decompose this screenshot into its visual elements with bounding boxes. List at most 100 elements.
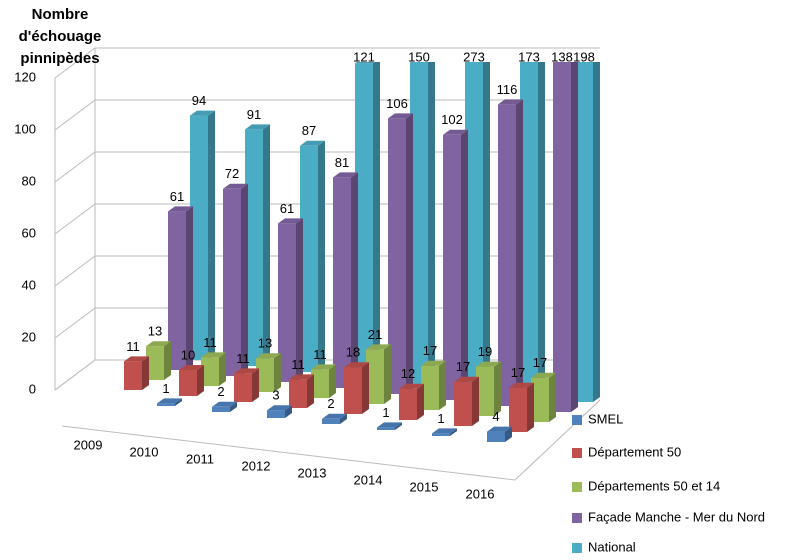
bar-side [406, 113, 413, 395]
bar [201, 352, 226, 386]
data-label: 102 [441, 112, 463, 127]
bar-front [168, 211, 186, 370]
bar [344, 362, 369, 414]
bar-top [432, 428, 457, 434]
bar-top [399, 383, 424, 389]
bar-side [549, 372, 556, 422]
bar-front [531, 377, 549, 422]
data-label: 19 [478, 344, 492, 359]
bar-side [538, 62, 545, 396]
bar-side [373, 62, 380, 378]
x-tick-label: 2012 [242, 458, 271, 473]
bar-front [223, 188, 241, 376]
bar [454, 376, 479, 426]
bar-side [439, 360, 446, 410]
bar-side [307, 374, 314, 408]
bar [256, 353, 281, 392]
data-label: 72 [225, 166, 239, 181]
bar-front [366, 349, 384, 404]
bar [157, 398, 182, 406]
bar-side [417, 383, 424, 420]
bar-top [179, 365, 204, 370]
bar-side [362, 362, 369, 414]
bar-side [197, 365, 204, 396]
bar-top [344, 362, 369, 368]
bar-front [377, 427, 395, 430]
floor-right [514, 399, 601, 481]
bar-side [219, 352, 226, 386]
floor-front [61, 425, 516, 481]
bar-side [428, 62, 435, 384]
bar-side [263, 124, 270, 367]
bar-front [157, 403, 175, 406]
legend-label: National [588, 539, 636, 554]
data-label: 61 [280, 201, 294, 216]
bar [234, 368, 259, 402]
bar-front [322, 418, 340, 424]
data-label: 121 [353, 49, 375, 64]
data-label: 2 [217, 384, 224, 399]
bar [212, 401, 237, 412]
bar-side [175, 398, 182, 406]
bar [322, 413, 347, 424]
bar-top [366, 344, 391, 350]
data-label: 87 [302, 123, 316, 138]
y-tick-label: 80 [22, 173, 36, 188]
bar-top [322, 413, 347, 419]
x-tick-label: 2009 [74, 437, 103, 452]
y-tick-label: 0 [29, 381, 36, 396]
bar-front [454, 381, 472, 426]
bar-side [527, 382, 534, 432]
bar-top [245, 124, 270, 130]
data-label: 17 [456, 359, 470, 374]
bar-side [340, 413, 347, 424]
bar-side [329, 364, 336, 398]
x-tick-label: 2016 [466, 486, 495, 501]
x-tick-label: 2011 [186, 451, 214, 466]
bar-front [410, 62, 428, 384]
bar-side [472, 376, 479, 426]
bar [498, 99, 523, 407]
bar-top [234, 368, 259, 374]
bar-side [274, 353, 281, 392]
bar-side [186, 206, 193, 370]
bar-top [256, 353, 281, 359]
bar-top [476, 361, 501, 367]
legend-label: Départements 50 et 14 [588, 478, 720, 493]
bar [476, 361, 501, 416]
bar-front [520, 62, 538, 396]
floor-edge [54, 359, 96, 391]
bar [410, 62, 435, 384]
bar-top [311, 364, 336, 370]
bar-top [355, 62, 375, 64]
bar-front [124, 361, 142, 390]
bar-side [296, 218, 303, 382]
bar-top [509, 382, 534, 388]
bar-front [487, 431, 505, 442]
data-label: 17 [511, 365, 525, 380]
bar-side [395, 422, 402, 430]
legend-label: SMEL [588, 411, 623, 426]
bar-front [146, 346, 164, 380]
bar-front [311, 369, 329, 398]
data-label: 150 [408, 49, 430, 64]
bar-front [344, 367, 362, 414]
bar-side [384, 344, 391, 404]
bar-top [278, 218, 303, 224]
data-label: 116 [497, 82, 518, 97]
data-label: 11 [203, 335, 217, 350]
data-label: 17 [533, 355, 547, 370]
bar-front [432, 433, 450, 436]
bar-front [234, 373, 252, 402]
y-tick-label: 60 [22, 225, 36, 240]
data-label: 13 [148, 324, 162, 339]
data-label: 21 [368, 327, 382, 342]
bar [333, 172, 358, 388]
bar [509, 382, 534, 432]
bar [377, 422, 402, 430]
bar-side [252, 368, 259, 402]
bar-side [230, 401, 237, 412]
bar-front [388, 118, 406, 395]
